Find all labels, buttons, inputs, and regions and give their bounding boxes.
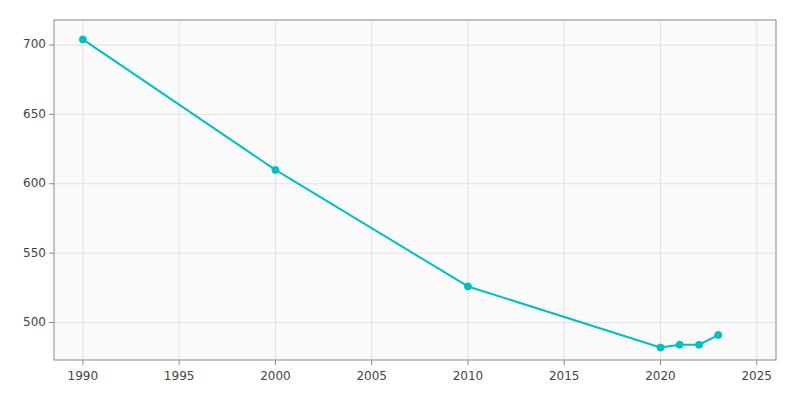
y-tick	[49, 183, 54, 184]
x-tick-label: 2005	[356, 369, 387, 383]
y-tick-label: 600	[23, 176, 46, 190]
data-point	[464, 283, 471, 290]
tick-labels: 500 550 600 650 700 1990 1995 2000 2005 2010 2015 2…	[23, 37, 772, 383]
x-tick	[275, 360, 276, 365]
plot-background	[54, 20, 776, 360]
y-grid-line	[54, 183, 776, 184]
y-tick-label: 700	[23, 37, 46, 51]
data-point	[715, 332, 722, 339]
x-grid-line	[564, 20, 565, 360]
y-tick-label: 550	[23, 246, 46, 260]
plot-frame	[54, 20, 776, 360]
chart-container: 500 550 600 650 700 1990 1995 2000 2005 2010 2015 2…	[0, 0, 800, 400]
x-tick-label: 2000	[260, 369, 291, 383]
y-tick	[49, 44, 54, 45]
data-point	[79, 36, 86, 43]
y-tick	[49, 253, 54, 254]
x-grid-line	[179, 20, 180, 360]
series	[79, 36, 721, 351]
x-tick	[82, 360, 83, 365]
x-grid-line	[467, 20, 468, 360]
x-grid-line	[82, 20, 83, 360]
grid	[54, 20, 776, 360]
data-point	[272, 166, 279, 173]
x-tick	[660, 360, 661, 365]
x-tick	[371, 360, 372, 365]
y-grid-line	[54, 322, 776, 323]
y-tick-label: 650	[23, 107, 46, 121]
x-tick	[564, 360, 565, 365]
data-point	[676, 341, 683, 348]
series-line	[83, 39, 718, 347]
x-grid-line	[756, 20, 757, 360]
y-grid-line	[54, 114, 776, 115]
x-tick	[467, 360, 468, 365]
x-tick-label: 1995	[164, 369, 195, 383]
x-tick-label: 2020	[645, 369, 676, 383]
x-tick	[756, 360, 757, 365]
y-tick-label: 500	[23, 315, 46, 329]
chart-svg: 500 550 600 650 700 1990 1995 2000 2005 2010 2015 2…	[0, 0, 800, 400]
data-point	[695, 341, 702, 348]
x-grid-line	[371, 20, 372, 360]
y-grid-line	[54, 44, 776, 45]
y-tick	[49, 322, 54, 323]
x-tick-label: 1990	[68, 369, 99, 383]
x-grid-line	[660, 20, 661, 360]
x-tick-label: 2015	[549, 369, 580, 383]
x-grid-line	[275, 20, 276, 360]
x-tick-label: 2025	[741, 369, 772, 383]
y-tick	[49, 114, 54, 115]
x-tick	[179, 360, 180, 365]
x-tick-label: 2010	[453, 369, 484, 383]
data-point	[657, 344, 664, 351]
